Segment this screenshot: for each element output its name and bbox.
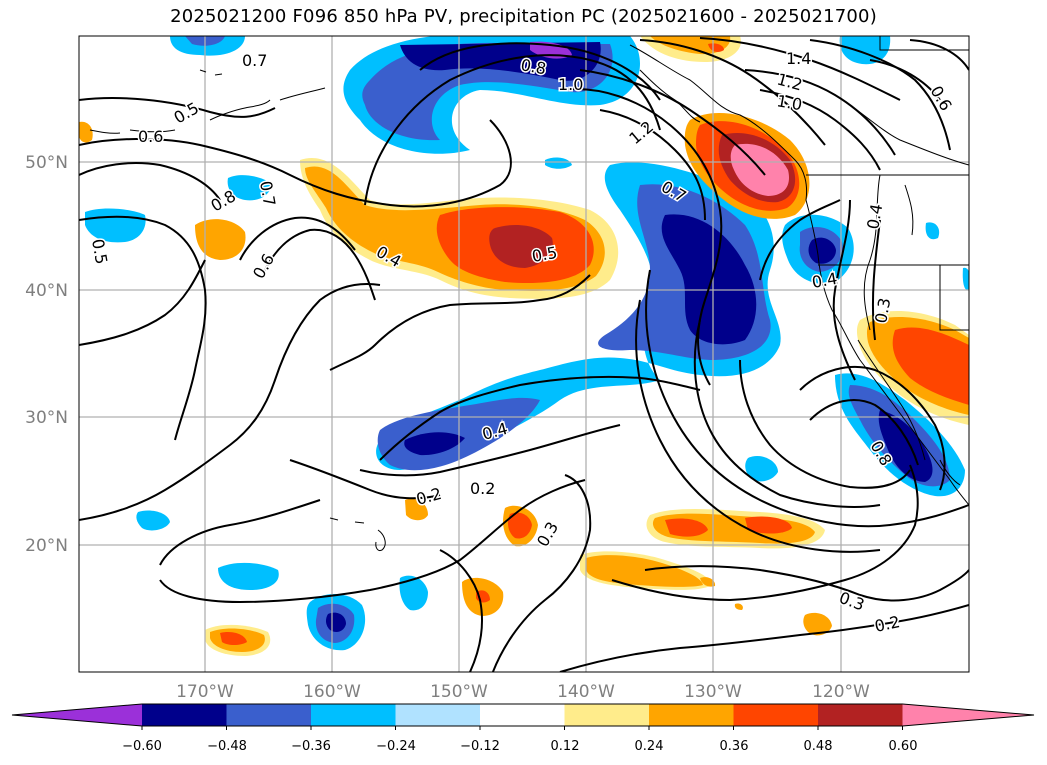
map-background xyxy=(79,36,969,672)
precip-negative-shading xyxy=(85,36,969,651)
lon-label: 170°W xyxy=(176,682,234,702)
pv-contours xyxy=(79,37,969,672)
colorbar-tick-labels: −0.60 −0.48 −0.36 −0.24 −0.12 0.12 0.24 … xyxy=(122,739,917,754)
latitude-labels: 50°N 40°N 30°N 20°N xyxy=(25,153,68,556)
colorbar-segment xyxy=(818,704,903,726)
graticule xyxy=(79,36,969,672)
colorbar-tick-label: −0.36 xyxy=(291,739,331,754)
colorbar-tick-label: 0.36 xyxy=(720,739,749,754)
contour-label: 0.3 xyxy=(871,296,894,324)
contour-label: 1.0 xyxy=(558,75,583,94)
colorbar-segment xyxy=(480,704,565,726)
lat-label: 40°N xyxy=(25,281,68,301)
contour-label: 0.2 xyxy=(470,479,495,498)
colorbar-tick-label: −0.48 xyxy=(207,739,247,754)
colorbar-segment xyxy=(395,704,480,726)
lat-label: 20°N xyxy=(25,536,68,556)
contour-label: 0.6 xyxy=(138,127,163,146)
contour-label: 0.8 xyxy=(519,55,547,78)
map-frame xyxy=(78,35,970,673)
colorbar xyxy=(11,703,1035,730)
lat-label: 50°N xyxy=(25,153,68,173)
lon-label: 150°W xyxy=(430,682,488,702)
coastlines xyxy=(89,36,969,551)
colorbar-tick-label: 0.48 xyxy=(804,739,833,754)
colorbar-segment xyxy=(902,704,1034,726)
longitude-labels: 170°W 160°W 150°W 140°W 130°W 120°W xyxy=(176,682,870,702)
chart-title: 2025021200 F096 850 hPa PV, precipitatio… xyxy=(170,6,877,27)
colorbar-segment xyxy=(564,704,649,726)
colorbar-segment xyxy=(311,704,396,726)
colorbar-tick-label: 0.12 xyxy=(551,739,580,754)
colorbar-segment xyxy=(12,704,142,726)
lon-label: 130°W xyxy=(684,682,742,702)
colorbar-tick-label: 0.24 xyxy=(635,739,664,754)
lat-label: 30°N xyxy=(25,408,68,428)
contour-label: 0.7 xyxy=(242,51,267,70)
colorbar-tick-label: −0.12 xyxy=(460,739,500,754)
colorbar-tick-label: −0.24 xyxy=(376,739,416,754)
lon-label: 140°W xyxy=(557,682,615,702)
contour-label: 1.4 xyxy=(786,49,811,68)
contour-label: 0.7 xyxy=(256,179,279,207)
lon-label: 120°W xyxy=(812,682,870,702)
contour-label: 1.0 xyxy=(775,91,803,114)
lon-label: 160°W xyxy=(303,682,361,702)
colorbar-tick-label: −0.60 xyxy=(122,739,162,754)
colorbar-tick-label: 0.60 xyxy=(889,739,918,754)
contour-label: 0.4 xyxy=(810,269,838,292)
colorbar-segment xyxy=(142,704,227,726)
colorbar-segment xyxy=(649,704,734,726)
colorbar-segment xyxy=(733,704,818,726)
colorbar-segment xyxy=(226,704,311,726)
